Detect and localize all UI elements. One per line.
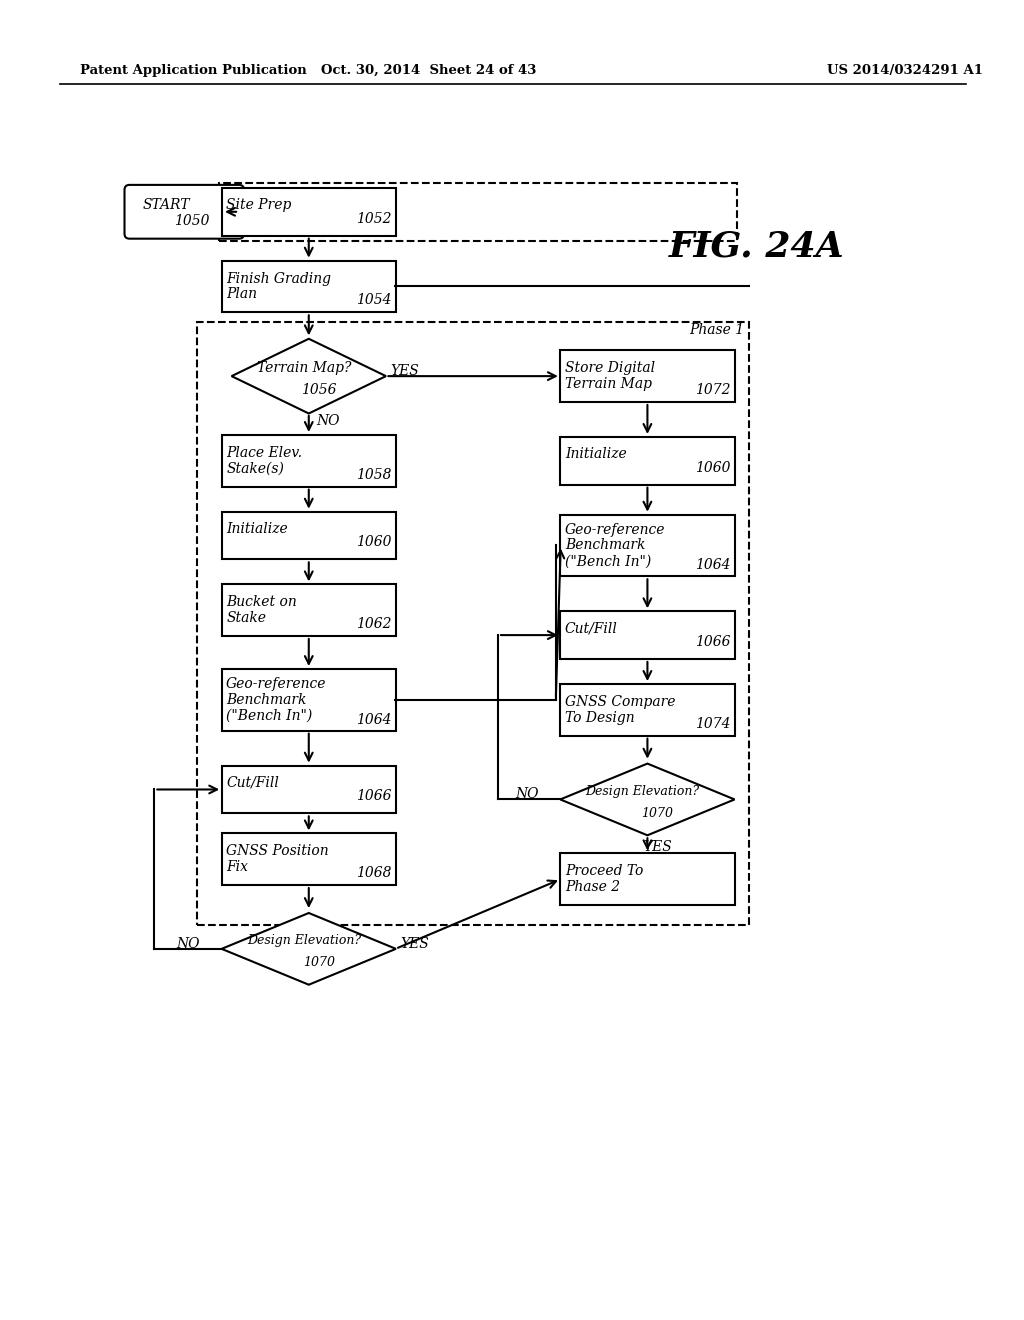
Text: Site Prep: Site Prep	[226, 198, 292, 211]
Bar	[560, 437, 734, 484]
Bar	[219, 183, 737, 240]
Text: Benchmark: Benchmark	[226, 693, 306, 706]
Text: GNSS Compare: GNSS Compare	[565, 694, 675, 709]
Text: START: START	[142, 198, 190, 211]
Text: 1052: 1052	[356, 211, 391, 226]
Text: YES: YES	[643, 841, 672, 854]
Text: Cut/Fill: Cut/Fill	[565, 622, 617, 635]
Bar	[221, 669, 396, 731]
Text: Patent Application Publication: Patent Application Publication	[80, 63, 306, 77]
Text: FIG. 24A: FIG. 24A	[669, 230, 845, 264]
Text: Store Digital: Store Digital	[565, 362, 655, 375]
Bar	[221, 585, 396, 636]
Text: YES: YES	[390, 364, 419, 378]
Bar	[221, 434, 396, 487]
Bar	[560, 515, 734, 577]
Bar	[560, 853, 734, 906]
Bar	[560, 684, 734, 735]
Text: Initialize: Initialize	[226, 521, 288, 536]
Text: 1064: 1064	[356, 713, 391, 727]
Text: 1070: 1070	[641, 807, 674, 820]
Text: 1058: 1058	[356, 467, 391, 482]
Text: 1060: 1060	[694, 461, 730, 475]
Text: Initialize: Initialize	[565, 447, 627, 461]
Text: NO: NO	[177, 937, 201, 950]
Bar	[221, 187, 396, 236]
Text: 1072: 1072	[694, 383, 730, 397]
Bar	[560, 350, 734, 403]
Bar	[221, 260, 396, 313]
Text: Terrain Map: Terrain Map	[565, 378, 651, 391]
Text: Design Elevation?: Design Elevation?	[247, 935, 360, 948]
Text: Cut/Fill: Cut/Fill	[226, 776, 279, 789]
Text: Fix: Fix	[226, 861, 248, 874]
Text: Stake(s): Stake(s)	[226, 462, 284, 475]
Polygon shape	[560, 763, 734, 836]
Text: ("Bench In"): ("Bench In")	[565, 554, 651, 569]
Bar	[221, 833, 396, 886]
Text: Geo-reference: Geo-reference	[226, 677, 327, 690]
Text: Phase 2: Phase 2	[565, 880, 620, 894]
Text: GNSS Position: GNSS Position	[226, 845, 329, 858]
Text: NO: NO	[515, 788, 539, 801]
Text: 1066: 1066	[694, 635, 730, 649]
Text: To Design: To Design	[565, 710, 635, 725]
Text: 1062: 1062	[356, 618, 391, 631]
Text: 1054: 1054	[356, 293, 391, 308]
Text: Stake: Stake	[226, 611, 266, 626]
Text: Bucket on: Bucket on	[226, 595, 297, 610]
Polygon shape	[221, 913, 396, 985]
Text: YES: YES	[400, 937, 429, 950]
Polygon shape	[231, 339, 386, 413]
Text: 1068: 1068	[356, 866, 391, 880]
Text: 1060: 1060	[356, 536, 391, 549]
Bar	[198, 322, 749, 925]
Text: Terrain Map?: Terrain Map?	[257, 362, 351, 375]
Text: Place Elev.: Place Elev.	[226, 446, 302, 459]
Text: Phase 1: Phase 1	[689, 323, 744, 338]
Text: US 2014/0324291 A1: US 2014/0324291 A1	[826, 63, 983, 77]
Text: NO: NO	[316, 414, 340, 428]
FancyBboxPatch shape	[125, 185, 244, 239]
Text: 1064: 1064	[694, 558, 730, 573]
Text: ("Bench In"): ("Bench In")	[226, 709, 312, 723]
Text: Oct. 30, 2014  Sheet 24 of 43: Oct. 30, 2014 Sheet 24 of 43	[321, 63, 536, 77]
Text: Finish Grading: Finish Grading	[226, 272, 331, 285]
Text: 1066: 1066	[356, 789, 391, 804]
Bar	[221, 512, 396, 560]
Text: 1056: 1056	[301, 383, 337, 397]
Text: Benchmark: Benchmark	[565, 539, 645, 553]
Bar	[221, 766, 396, 813]
Text: Plan: Plan	[226, 288, 257, 301]
Text: Design Elevation?: Design Elevation?	[586, 785, 699, 799]
Text: 1070: 1070	[303, 956, 335, 969]
Text: 1050: 1050	[174, 214, 210, 228]
Text: Proceed To: Proceed To	[565, 865, 643, 878]
Text: 1074: 1074	[694, 717, 730, 731]
Text: Geo-reference: Geo-reference	[565, 523, 666, 536]
Bar	[560, 611, 734, 659]
